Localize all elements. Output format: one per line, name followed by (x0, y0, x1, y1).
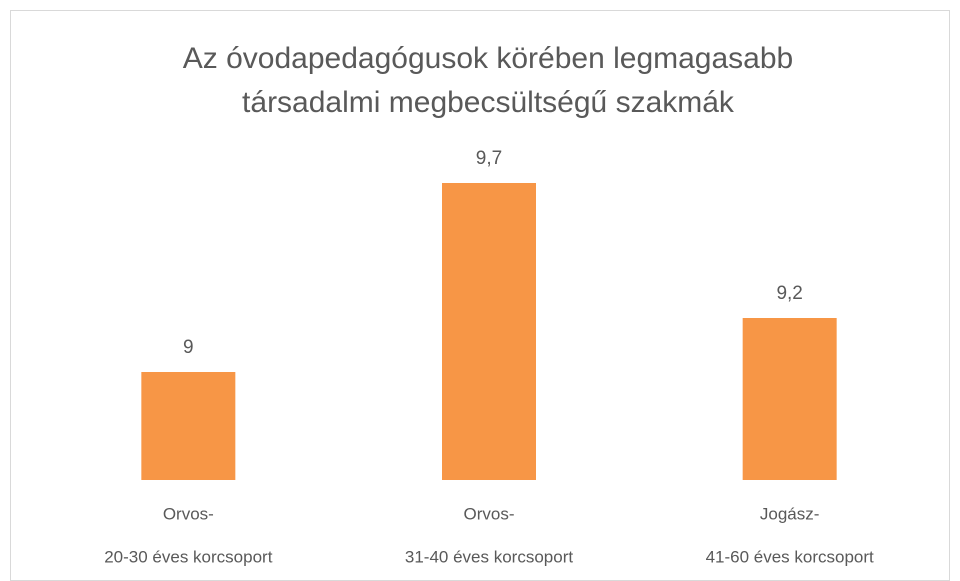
chart-title: Az óvodapedagógusok körében legmagasabb (183, 42, 793, 75)
data-label: 9 (183, 337, 194, 358)
x-tick-label: Orvos- (464, 504, 515, 523)
data-label: 9,7 (476, 148, 502, 169)
x-tick-label: Orvos- (163, 504, 214, 523)
x-tick-label: 31-40 éves korcsoport (405, 547, 573, 566)
chart-title: társadalmi megbecsültségű szakmák (242, 86, 735, 119)
bar (141, 372, 236, 480)
x-tick-label: Jogász- (760, 504, 820, 523)
bar (442, 183, 536, 480)
x-tick-label: 41-60 éves korcsoport (706, 547, 874, 566)
x-tick-label: 20-30 éves korcsoport (104, 547, 272, 566)
bar (742, 318, 837, 480)
data-label: 9,2 (776, 283, 802, 304)
